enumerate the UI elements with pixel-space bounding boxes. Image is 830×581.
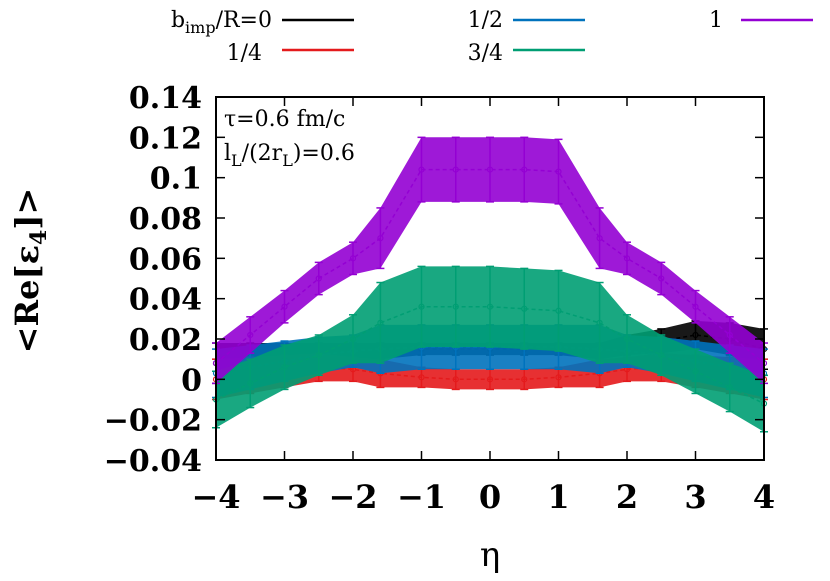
data-point — [726, 384, 733, 391]
series-line — [215, 168, 765, 364]
y-tick-label: 0.02 — [129, 323, 202, 358]
data-point — [726, 331, 733, 339]
y-axis-label: <Re[ε4]> — [8, 188, 52, 354]
data-point — [692, 303, 699, 310]
legend-entry-1: 1/4 — [227, 41, 354, 66]
data-point — [596, 235, 603, 242]
legend-entry-0: bimp/R=0 — [171, 8, 354, 37]
series-3 — [212, 265, 768, 433]
data-point — [281, 303, 288, 310]
data-point — [692, 368, 699, 375]
legend-entry-2: 1/2 — [468, 8, 585, 33]
legend-label: 1 — [709, 8, 723, 33]
data-point — [486, 376, 494, 383]
annotation-ratio: lL/(2rL)=0.6 — [224, 141, 355, 170]
y-tick-label: 0 — [181, 363, 202, 398]
x-tick-label: −3 — [260, 478, 309, 516]
data-point — [349, 335, 357, 343]
x-tick-label: −4 — [191, 478, 240, 516]
x-tick-label: 0 — [479, 478, 501, 516]
data-point — [596, 319, 603, 326]
annotation-time: τ=0.6 fm/c — [224, 107, 345, 132]
x-tick-label: −2 — [328, 478, 377, 516]
series-4 — [212, 136, 768, 385]
y-tick-label: −0.02 — [104, 404, 202, 439]
data-point — [315, 352, 322, 359]
x-tick-label: 1 — [547, 478, 569, 516]
data-point — [247, 331, 254, 339]
annotations: τ=0.6 fm/c lL/(2rL)=0.6 — [224, 107, 355, 170]
y-tick-label: 0.08 — [129, 202, 202, 237]
y-tick-label: 0.1 — [150, 162, 202, 197]
series-layer — [212, 136, 768, 433]
series-line — [215, 305, 765, 405]
data-point — [377, 319, 384, 326]
y-tick-label: 0.14 — [129, 81, 202, 116]
y-tick-label: 0.12 — [129, 121, 202, 156]
data-point — [281, 364, 288, 371]
data-point — [658, 275, 665, 282]
y-tick-label: −0.04 — [104, 444, 202, 479]
data-point — [521, 376, 528, 383]
data-point — [377, 235, 384, 242]
ticks: −4 −3 −2 −1 0 1 2 3 4 −0.04 −0.02 0 0.02 0.04 0.06 0.08… — [104, 81, 775, 516]
x-tick-label: 4 — [753, 478, 775, 516]
legend: bimp/R=0 1/4 1/2 3/4 1 — [171, 8, 813, 66]
y-tick-label: 0.06 — [129, 242, 202, 277]
data-point — [623, 335, 631, 343]
x-axis-label: η — [480, 535, 500, 575]
legend-label: 1/2 — [468, 8, 503, 33]
data-point — [658, 352, 665, 359]
data-point — [315, 275, 322, 282]
legend-label: 3/4 — [468, 41, 503, 66]
data-point — [623, 255, 631, 262]
y-tick-label: 0.04 — [129, 283, 202, 318]
legend-entry-4: 1 — [709, 8, 813, 33]
data-point — [349, 255, 357, 262]
x-tick-label: 3 — [684, 478, 706, 516]
legend-entry-3: 3/4 — [468, 41, 585, 66]
x-tick-label: −1 — [397, 478, 446, 516]
x-tick-label: 2 — [616, 478, 638, 516]
legend-label: bimp/R=0 — [171, 8, 272, 37]
data-point — [418, 303, 425, 310]
data-point — [247, 380, 254, 387]
legend-label: 1/4 — [227, 41, 262, 66]
